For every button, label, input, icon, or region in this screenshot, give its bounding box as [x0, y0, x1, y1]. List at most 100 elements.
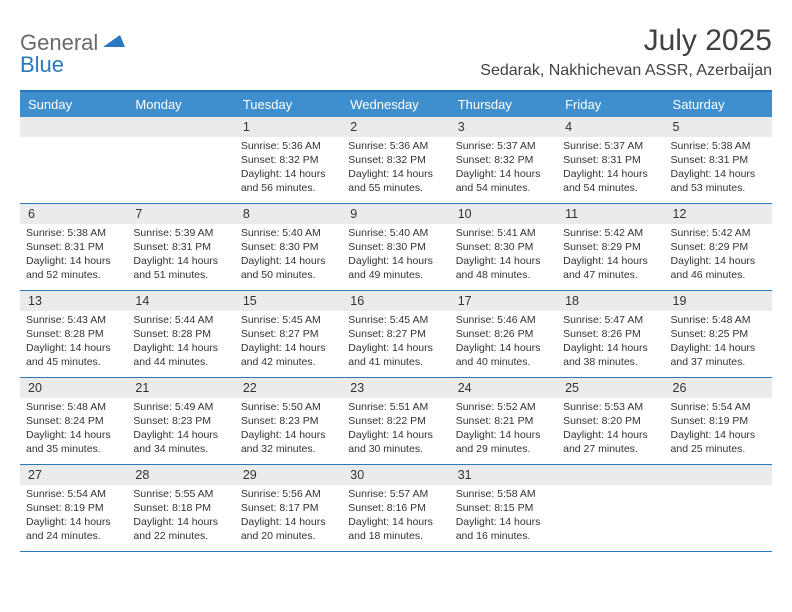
- day-cell: [665, 465, 772, 551]
- day-number: 15: [235, 291, 342, 311]
- day-body: Sunrise: 5:41 AMSunset: 8:30 PMDaylight:…: [450, 224, 557, 288]
- day-cell: 17Sunrise: 5:46 AMSunset: 8:26 PMDayligh…: [450, 291, 557, 377]
- sunset-text: Sunset: 8:29 PM: [671, 241, 766, 255]
- daylight-text: Daylight: 14 hours and 54 minutes.: [563, 168, 658, 196]
- day-cell: 8Sunrise: 5:40 AMSunset: 8:30 PMDaylight…: [235, 204, 342, 290]
- day-number: 27: [20, 465, 127, 485]
- day-cell: [557, 465, 664, 551]
- sunrise-text: Sunrise: 5:55 AM: [133, 488, 228, 502]
- day-body: Sunrise: 5:51 AMSunset: 8:22 PMDaylight:…: [342, 398, 449, 462]
- sunrise-text: Sunrise: 5:56 AM: [241, 488, 336, 502]
- day-body: Sunrise: 5:40 AMSunset: 8:30 PMDaylight:…: [235, 224, 342, 288]
- day-body: Sunrise: 5:53 AMSunset: 8:20 PMDaylight:…: [557, 398, 664, 462]
- day-cell: 12Sunrise: 5:42 AMSunset: 8:29 PMDayligh…: [665, 204, 772, 290]
- sunset-text: Sunset: 8:26 PM: [563, 328, 658, 342]
- calendar-page: General July 2025 Sedarak, Nakhichevan A…: [0, 0, 792, 552]
- day-cell: 25Sunrise: 5:53 AMSunset: 8:20 PMDayligh…: [557, 378, 664, 464]
- sunrise-text: Sunrise: 5:54 AM: [26, 488, 121, 502]
- day-cell: 19Sunrise: 5:48 AMSunset: 8:25 PMDayligh…: [665, 291, 772, 377]
- day-body: Sunrise: 5:48 AMSunset: 8:24 PMDaylight:…: [20, 398, 127, 462]
- day-cell: 10Sunrise: 5:41 AMSunset: 8:30 PMDayligh…: [450, 204, 557, 290]
- day-cell: [127, 117, 234, 203]
- daylight-text: Daylight: 14 hours and 50 minutes.: [241, 255, 336, 283]
- sunset-text: Sunset: 8:19 PM: [26, 502, 121, 516]
- sunset-text: Sunset: 8:30 PM: [241, 241, 336, 255]
- day-body: Sunrise: 5:48 AMSunset: 8:25 PMDaylight:…: [665, 311, 772, 375]
- day-cell: 1Sunrise: 5:36 AMSunset: 8:32 PMDaylight…: [235, 117, 342, 203]
- sunset-text: Sunset: 8:28 PM: [26, 328, 121, 342]
- daylight-text: Daylight: 14 hours and 46 minutes.: [671, 255, 766, 283]
- day-cell: 27Sunrise: 5:54 AMSunset: 8:19 PMDayligh…: [20, 465, 127, 551]
- day-body: Sunrise: 5:46 AMSunset: 8:26 PMDaylight:…: [450, 311, 557, 375]
- sunrise-text: Sunrise: 5:43 AM: [26, 314, 121, 328]
- daylight-text: Daylight: 14 hours and 55 minutes.: [348, 168, 443, 196]
- day-body: Sunrise: 5:40 AMSunset: 8:30 PMDaylight:…: [342, 224, 449, 288]
- brand-part2: Blue: [20, 52, 64, 77]
- sunset-text: Sunset: 8:30 PM: [456, 241, 551, 255]
- sunrise-text: Sunrise: 5:36 AM: [241, 140, 336, 154]
- day-number: 25: [557, 378, 664, 398]
- day-body: Sunrise: 5:36 AMSunset: 8:32 PMDaylight:…: [235, 137, 342, 201]
- sunset-text: Sunset: 8:18 PM: [133, 502, 228, 516]
- day-body: Sunrise: 5:56 AMSunset: 8:17 PMDaylight:…: [235, 485, 342, 549]
- day-cell: 3Sunrise: 5:37 AMSunset: 8:32 PMDaylight…: [450, 117, 557, 203]
- sunset-text: Sunset: 8:24 PM: [26, 415, 121, 429]
- day-cell: 6Sunrise: 5:38 AMSunset: 8:31 PMDaylight…: [20, 204, 127, 290]
- sunrise-text: Sunrise: 5:42 AM: [563, 227, 658, 241]
- day-number: 18: [557, 291, 664, 311]
- sunrise-text: Sunrise: 5:40 AM: [241, 227, 336, 241]
- sunset-text: Sunset: 8:32 PM: [241, 154, 336, 168]
- day-cell: 26Sunrise: 5:54 AMSunset: 8:19 PMDayligh…: [665, 378, 772, 464]
- sunset-text: Sunset: 8:29 PM: [563, 241, 658, 255]
- day-body: Sunrise: 5:37 AMSunset: 8:31 PMDaylight:…: [557, 137, 664, 201]
- sunrise-text: Sunrise: 5:48 AM: [671, 314, 766, 328]
- day-body: Sunrise: 5:38 AMSunset: 8:31 PMDaylight:…: [665, 137, 772, 201]
- day-body: Sunrise: 5:57 AMSunset: 8:16 PMDaylight:…: [342, 485, 449, 549]
- sunset-text: Sunset: 8:23 PM: [241, 415, 336, 429]
- sunset-text: Sunset: 8:16 PM: [348, 502, 443, 516]
- day-number: [557, 465, 664, 485]
- daylight-text: Daylight: 14 hours and 30 minutes.: [348, 429, 443, 457]
- daylight-text: Daylight: 14 hours and 37 minutes.: [671, 342, 766, 370]
- daylight-text: Daylight: 14 hours and 27 minutes.: [563, 429, 658, 457]
- sunrise-text: Sunrise: 5:38 AM: [26, 227, 121, 241]
- day-cell: 13Sunrise: 5:43 AMSunset: 8:28 PMDayligh…: [20, 291, 127, 377]
- sunrise-text: Sunrise: 5:47 AM: [563, 314, 658, 328]
- sunrise-text: Sunrise: 5:37 AM: [563, 140, 658, 154]
- month-title: July 2025: [480, 24, 772, 58]
- daylight-text: Daylight: 14 hours and 38 minutes.: [563, 342, 658, 370]
- sunset-text: Sunset: 8:27 PM: [241, 328, 336, 342]
- daylight-text: Daylight: 14 hours and 42 minutes.: [241, 342, 336, 370]
- sunrise-text: Sunrise: 5:48 AM: [26, 401, 121, 415]
- sunset-text: Sunset: 8:32 PM: [456, 154, 551, 168]
- sunset-text: Sunset: 8:15 PM: [456, 502, 551, 516]
- day-body: Sunrise: 5:42 AMSunset: 8:29 PMDaylight:…: [557, 224, 664, 288]
- dow-thursday: Thursday: [450, 92, 557, 117]
- day-cell: 20Sunrise: 5:48 AMSunset: 8:24 PMDayligh…: [20, 378, 127, 464]
- brand-part2-wrap: Blue: [20, 52, 64, 78]
- day-number: 23: [342, 378, 449, 398]
- daylight-text: Daylight: 14 hours and 49 minutes.: [348, 255, 443, 283]
- day-cell: 7Sunrise: 5:39 AMSunset: 8:31 PMDaylight…: [127, 204, 234, 290]
- sunrise-text: Sunrise: 5:37 AM: [456, 140, 551, 154]
- dow-wednesday: Wednesday: [342, 92, 449, 117]
- daylight-text: Daylight: 14 hours and 47 minutes.: [563, 255, 658, 283]
- sunset-text: Sunset: 8:19 PM: [671, 415, 766, 429]
- sunrise-text: Sunrise: 5:51 AM: [348, 401, 443, 415]
- week-row: 6Sunrise: 5:38 AMSunset: 8:31 PMDaylight…: [20, 204, 772, 291]
- sunrise-text: Sunrise: 5:49 AM: [133, 401, 228, 415]
- day-body: Sunrise: 5:38 AMSunset: 8:31 PMDaylight:…: [20, 224, 127, 288]
- day-number: 4: [557, 117, 664, 137]
- sunrise-text: Sunrise: 5:46 AM: [456, 314, 551, 328]
- sunset-text: Sunset: 8:21 PM: [456, 415, 551, 429]
- day-number: 9: [342, 204, 449, 224]
- day-body: Sunrise: 5:43 AMSunset: 8:28 PMDaylight:…: [20, 311, 127, 375]
- day-number: 29: [235, 465, 342, 485]
- sunset-text: Sunset: 8:31 PM: [671, 154, 766, 168]
- sunrise-text: Sunrise: 5:44 AM: [133, 314, 228, 328]
- day-cell: 5Sunrise: 5:38 AMSunset: 8:31 PMDaylight…: [665, 117, 772, 203]
- day-number: 28: [127, 465, 234, 485]
- day-cell: 31Sunrise: 5:58 AMSunset: 8:15 PMDayligh…: [450, 465, 557, 551]
- day-cell: 30Sunrise: 5:57 AMSunset: 8:16 PMDayligh…: [342, 465, 449, 551]
- daylight-text: Daylight: 14 hours and 45 minutes.: [26, 342, 121, 370]
